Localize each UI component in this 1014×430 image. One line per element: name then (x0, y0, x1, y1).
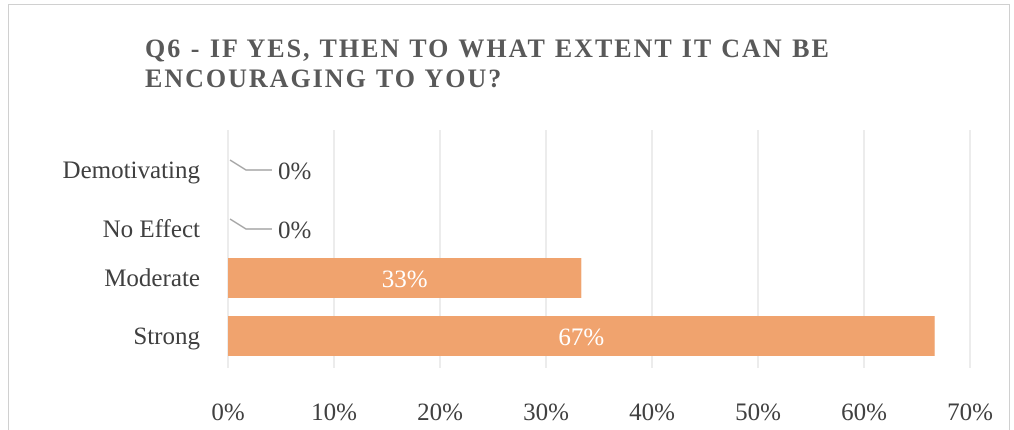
category-label: No Effect (103, 216, 200, 243)
data-labels: 0% 0% 33% 67% (278, 158, 604, 351)
category-label: Moderate (104, 265, 200, 292)
bars (228, 258, 935, 356)
bar (228, 258, 582, 298)
category-label: Strong (133, 323, 200, 350)
x-tick-label: 70% (947, 399, 993, 426)
data-label: 0% (278, 217, 311, 244)
x-tick-label: 10% (311, 399, 357, 426)
data-label: 0% (278, 158, 311, 185)
leader-line (229, 159, 272, 171)
x-tick-label: 60% (841, 399, 887, 426)
leader-line (229, 218, 272, 230)
x-tick-label: 0% (211, 399, 244, 426)
leader-lines (229, 159, 272, 230)
category-label: Demotivating (63, 157, 201, 184)
data-label: 33% (382, 266, 428, 293)
bar (228, 316, 935, 356)
chart-area (8, 4, 1010, 430)
data-label: 67% (558, 324, 604, 351)
x-tick-label: 30% (523, 399, 569, 426)
x-tick-label: 40% (629, 399, 675, 426)
chart-title: Q6 - IF YES, THEN TO WHAT EXTENT IT CAN … (145, 34, 831, 93)
x-tick-labels: 0% 10% 20% 30% 40% 50% 60% 70% (211, 399, 993, 426)
x-tick-label: 20% (417, 399, 463, 426)
x-tick-label: 50% (735, 399, 781, 426)
category-labels: Demotivating No Effect Moderate Strong (63, 157, 201, 350)
